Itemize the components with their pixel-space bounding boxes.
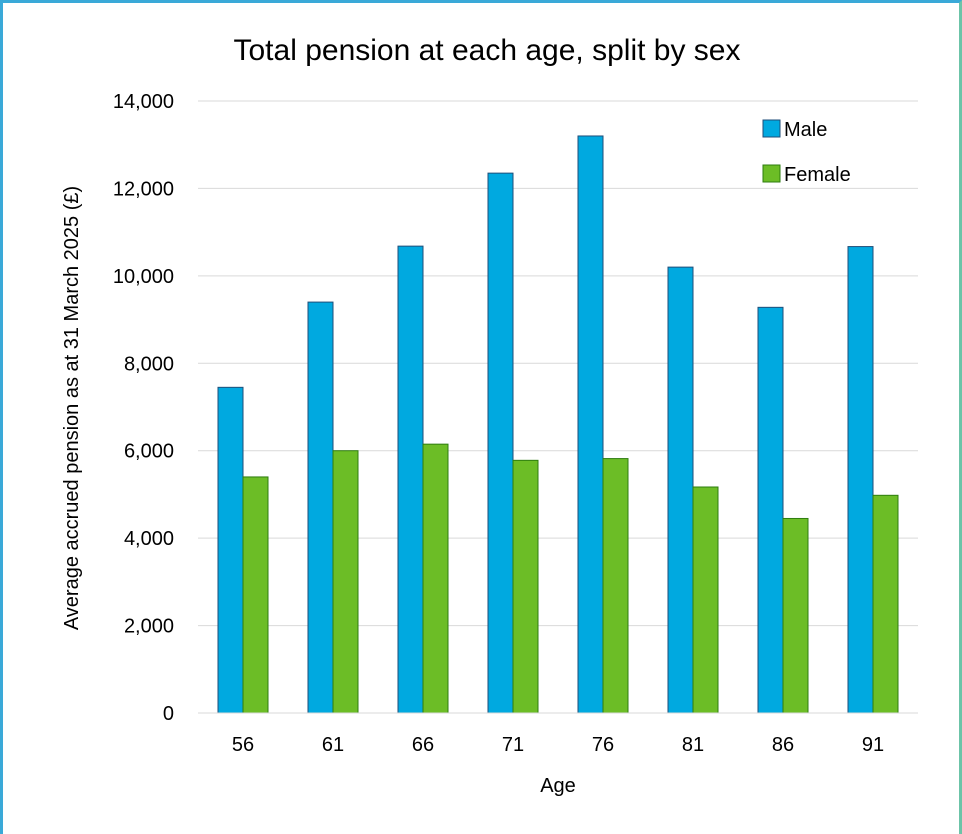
- x-axis-label: Age: [540, 775, 576, 797]
- x-tick-label: 61: [322, 734, 344, 756]
- bar-male-81: [668, 267, 693, 713]
- bar-female-86: [783, 518, 808, 713]
- bar-male-91: [848, 247, 873, 713]
- legend-label-male: Male: [784, 119, 827, 141]
- bar-female-81: [693, 487, 718, 713]
- x-tick-label: 56: [232, 734, 254, 756]
- bar-male-86: [758, 307, 783, 713]
- y-tick-label: 4,000: [124, 528, 174, 550]
- bars: [218, 136, 898, 713]
- x-tick-label: 81: [682, 734, 704, 756]
- chart-title: Total pension at each age, split by sex: [234, 34, 741, 67]
- y-tick-label: 0: [163, 703, 174, 725]
- bar-male-76: [578, 136, 603, 713]
- x-axis-ticks: 56 61 66 71 76 81 86 91: [232, 734, 884, 756]
- y-tick-label: 10,000: [113, 266, 174, 288]
- bar-male-71: [488, 173, 513, 713]
- bar-female-91: [873, 495, 898, 713]
- bar-male-61: [308, 302, 333, 713]
- bar-female-71: [513, 460, 538, 713]
- x-tick-label: 91: [862, 734, 884, 756]
- x-tick-label: 71: [502, 734, 524, 756]
- bar-male-66: [398, 246, 423, 713]
- y-axis-label: Average accrued pension as at 31 March 2…: [61, 186, 83, 630]
- y-tick-label: 12,000: [113, 178, 174, 200]
- y-tick-label: 6,000: [124, 441, 174, 463]
- y-axis-ticks: 0 2,000 4,000 6,000 8,000 10,000 12,000 14,000: [113, 91, 174, 725]
- x-tick-label: 76: [592, 734, 614, 756]
- bar-female-56: [243, 477, 268, 713]
- bar-female-76: [603, 459, 628, 713]
- legend: Male Female: [763, 119, 851, 186]
- legend-swatch-female: [763, 165, 780, 182]
- y-tick-label: 8,000: [124, 353, 174, 375]
- legend-swatch-male: [763, 120, 780, 137]
- y-tick-label: 2,000: [124, 616, 174, 638]
- y-tick-label: 14,000: [113, 91, 174, 113]
- bar-female-66: [423, 444, 448, 713]
- bar-male-56: [218, 387, 243, 713]
- x-tick-label: 86: [772, 734, 794, 756]
- legend-label-female: Female: [784, 164, 851, 186]
- x-tick-label: 66: [412, 734, 434, 756]
- bar-female-61: [333, 451, 358, 713]
